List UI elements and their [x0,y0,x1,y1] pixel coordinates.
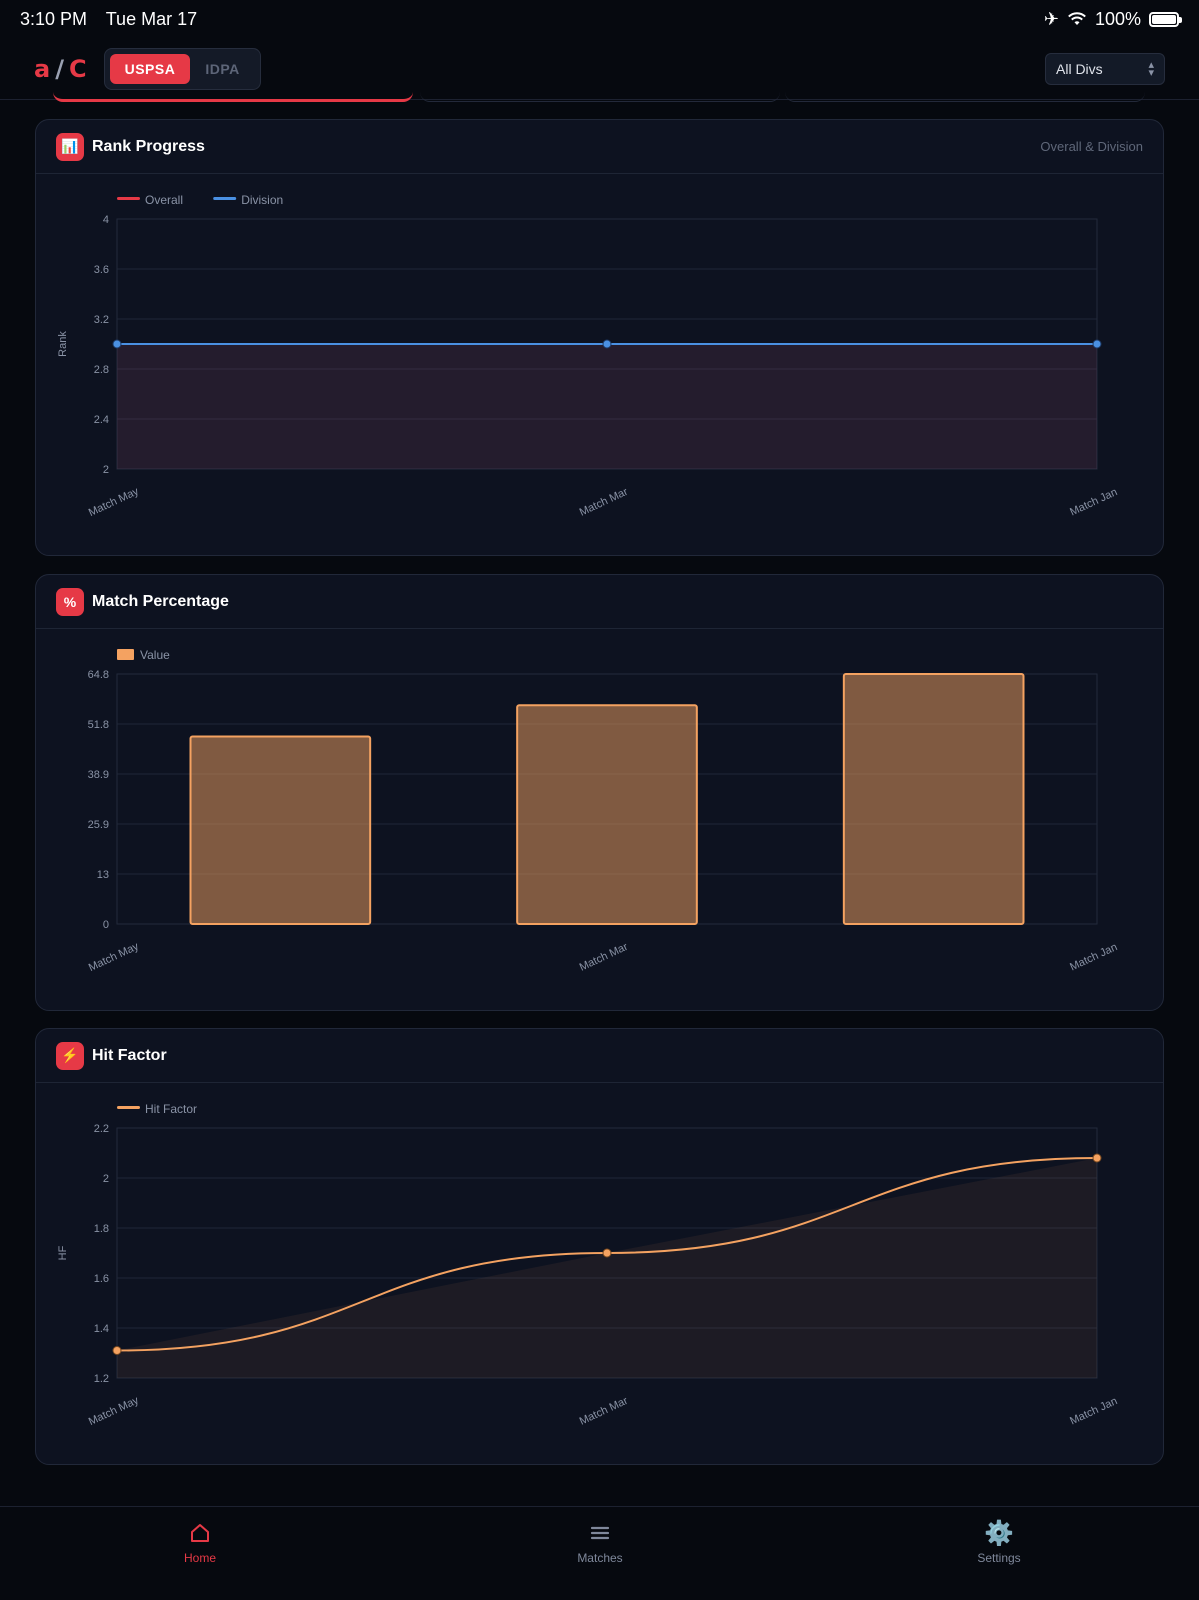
y-tick-label: 1.8 [94,1223,109,1235]
legend-label: Value [140,648,170,662]
card-peek-3 [785,92,1145,102]
bottom-tab-bar: Home Matches ⚙️ Settings [0,1506,1199,1600]
y-tick-label: 25.9 [88,819,109,831]
rank-progress-card: 📊 Rank Progress Overall & Division 4 3.6 3… [35,119,1164,556]
y-tick-label: 13 [97,869,109,881]
legend-swatch [117,649,134,660]
y-tick-label: 4 [103,214,109,226]
legend-label: Overall [145,193,183,207]
percent-icon: % [56,587,84,616]
tab-settings-label: Settings [977,1551,1021,1565]
division-select-value: All Divs [1056,60,1103,77]
card-peek-2 [420,92,780,102]
x-tick-label: Match Mar [578,1395,630,1428]
x-tick-label: Match Jan [1068,486,1119,518]
card-title: Rank Progress [92,137,205,155]
status-time: 3:10 PM [20,8,88,29]
logo-c: C [68,54,88,83]
match-percentage-chart: 64.8 51.8 38.9 25.9 13 0 Match May Match Mar Mat… [87,648,1119,974]
legend-label: Division [241,193,283,207]
card-header: 📊 Rank Progress Overall & Division [36,120,1163,174]
wifi-icon [1068,12,1086,25]
card-header: % Match Percentage [36,575,1163,629]
hit-factor-card: ⚡ Hit Factor 2.2 2 1.8 1.6 1.4 1.2 Match May Ma… [35,1028,1164,1465]
status-date: Tue Mar 17 [105,8,198,29]
app-logo: a / C [34,55,88,83]
match-percentage-card: % Match Percentage 64.8 51.8 38.9 25.9 13 0 Ma… [35,574,1164,1011]
y-tick-label: 38.9 [88,769,109,781]
y-tick-label: 2.2 [94,1123,109,1135]
division-select[interactable]: All Divs ▴ ▾ [1045,52,1165,85]
battery-percent: 100% [1094,8,1141,29]
rank-progress-chart: 4 3.6 3.2 2.8 2.4 2 Match May Match Mar Match Ja… [57,193,1119,519]
logo-slash: / [55,54,65,83]
tab-matches[interactable]: Matches [540,1517,660,1565]
division-point [602,339,612,349]
bar [842,673,1025,925]
y-tick-label: 0 [103,919,109,931]
updown-chevron-icon: ▴ ▾ [1148,58,1154,79]
division-point [112,339,122,349]
logo-a: a [34,54,52,83]
airplane-icon: ✈ [1043,8,1059,29]
tab-settings[interactable]: ⚙️ Settings [939,1517,1059,1566]
plot-border [116,1127,1098,1379]
x-tick-label: Match May [87,485,141,519]
chart-icon: 📊 [56,132,84,161]
hit-factor-area [117,1158,1097,1378]
y-tick-label: 64.8 [88,669,109,681]
y-tick-label: 1.4 [94,1323,109,1335]
card-title: Hit Factor [92,1046,167,1064]
y-tick-label: 2 [103,464,109,476]
status-right: ✈ 100% [1043,8,1182,30]
card-title: Match Percentage [92,592,229,610]
tab-home-label: Home [183,1551,216,1565]
y-tick-label: 1.6 [94,1273,109,1285]
y-axis-label: HF [57,1245,69,1260]
status-bar: 3:10 PM Tue Mar 17 ✈ 100% [0,0,1199,38]
y-tick-label: 51.8 [88,719,109,731]
list-icon [540,1517,660,1549]
legend-swatch [117,197,140,200]
hit-factor-point [112,1346,122,1355]
sport-segmented-control: USPSA IDPA [103,47,261,90]
y-tick-label: 1.2 [94,1373,109,1385]
hit-factor-point [602,1248,612,1258]
x-tick-label: Match Mar [578,941,630,974]
lightning-icon: ⚡ [56,1041,84,1070]
division-area [117,344,1097,469]
card-peek-1 [53,92,413,102]
bar [516,704,698,925]
y-tick-label: 2.8 [94,364,109,376]
y-tick-label: 3.6 [94,264,109,276]
tab-home[interactable]: Home [140,1517,260,1565]
battery-icon [1149,11,1182,27]
hit-factor-chart: 2.2 2 1.8 1.6 1.4 1.2 Match May Match Mar Match … [57,1102,1119,1428]
division-point [1092,339,1102,349]
top-nav: a / C USPSA IDPA All Divs ▴ ▾ [0,38,1199,100]
bar [189,735,372,925]
legend-swatch [117,1106,140,1109]
segment-uspsa[interactable]: USPSA [109,53,191,84]
status-left: 3:10 PM Tue Mar 17 [20,9,211,30]
y-tick-label: 2 [103,1173,109,1185]
card-header: ⚡ Hit Factor [36,1029,1163,1083]
x-tick-label: Match Mar [578,486,630,519]
tab-matches-label: Matches [577,1551,623,1565]
legend-swatch [213,197,237,200]
legend-label: Hit Factor [145,1102,197,1116]
gear-icon: ⚙️ [984,1519,1014,1547]
overall-area [117,344,1097,469]
x-tick-label: Match May [87,1394,141,1428]
y-axis-label: Rank [57,331,69,357]
x-tick-label: Match Jan [1068,1395,1119,1427]
card-subtitle: Overall & Division [1040,139,1143,154]
x-tick-label: Match May [87,940,141,974]
home-icon [140,1517,260,1549]
segment-idpa[interactable]: IDPA [205,60,240,77]
x-tick-label: Match Jan [1068,941,1119,973]
y-tick-label: 3.2 [94,314,109,326]
hit-factor-point [1092,1153,1102,1163]
y-tick-label: 2.4 [94,414,109,426]
